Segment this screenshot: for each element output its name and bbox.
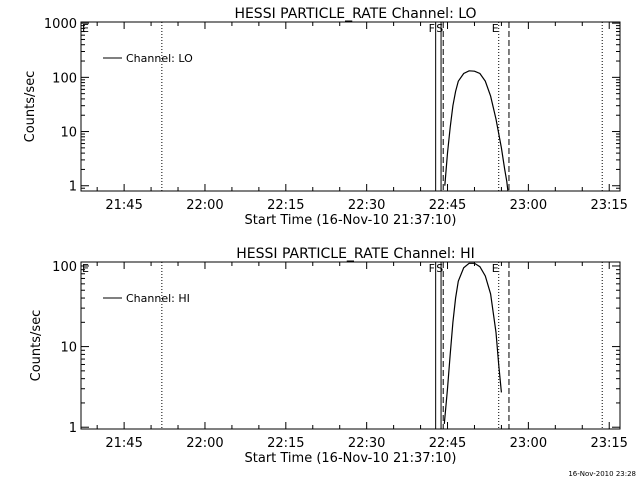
y-tick-label: 1000 bbox=[44, 17, 77, 32]
corner-mark: E bbox=[82, 22, 89, 35]
y-tick-label: 1 bbox=[69, 180, 77, 195]
corner-mark: E bbox=[82, 262, 89, 275]
y-tick-label: 100 bbox=[52, 260, 77, 275]
legend-entry: Channel: LO bbox=[126, 52, 193, 65]
event-line-label: E bbox=[492, 262, 499, 275]
footer-timestamp: 16-Nov-2010 23:28 bbox=[568, 470, 636, 478]
x-tick-label: 22:45 bbox=[429, 198, 466, 213]
chart-panel-2: HESSI PARTICLE_RATE Channel: HI 21:45 22:0… bbox=[29, 246, 628, 466]
x-tick-label: 22:45 bbox=[429, 436, 466, 451]
x-axis-label: Start Time (16-Nov-10 21:37:10) bbox=[245, 213, 457, 228]
y-tick-label: 10 bbox=[60, 126, 77, 141]
x-tick-label: 23:00 bbox=[510, 436, 547, 451]
x-tick-label: 22:15 bbox=[267, 436, 304, 451]
plot-frame bbox=[80, 261, 621, 430]
event-line-label: F bbox=[429, 22, 435, 35]
x-tick-label: 22:00 bbox=[186, 198, 223, 213]
data-series-line bbox=[444, 70, 509, 191]
x-tick-label: 22:00 bbox=[186, 436, 223, 451]
x-tick-label: 23:15 bbox=[590, 198, 627, 213]
x-tick-label: 22:30 bbox=[348, 436, 385, 451]
legend-entry: Channel: HI bbox=[126, 292, 190, 305]
y-axis-label: Counts/sec bbox=[23, 71, 38, 143]
chart-title: HESSI PARTICLE_RATE Channel: HI bbox=[236, 246, 474, 262]
x-tick-label: 21:45 bbox=[105, 436, 142, 451]
event-line-label: S bbox=[436, 22, 443, 35]
x-tick-label: 21:45 bbox=[105, 198, 142, 213]
x-tick-label: 23:15 bbox=[590, 436, 627, 451]
event-line-label: S bbox=[436, 262, 443, 275]
plot-frame bbox=[80, 21, 621, 192]
y-tick-label: 1 bbox=[69, 421, 77, 436]
data-series-line bbox=[443, 262, 502, 424]
x-tick-label: 23:00 bbox=[510, 198, 547, 213]
x-tick-label: 22:15 bbox=[267, 198, 304, 213]
event-line-label: E bbox=[492, 22, 499, 35]
y-tick-label: 10 bbox=[60, 341, 77, 356]
x-tick-label: 22:30 bbox=[348, 198, 385, 213]
event-line-label: F bbox=[429, 262, 435, 275]
chart-panel-1: HESSI PARTICLE_RATE Channel: LO 21:45 22:0… bbox=[23, 6, 628, 228]
x-axis-label: Start Time (16-Nov-10 21:37:10) bbox=[245, 451, 457, 466]
y-tick-label: 100 bbox=[52, 71, 77, 86]
y-axis-label: Counts/sec bbox=[29, 310, 44, 382]
chart-title: HESSI PARTICLE_RATE Channel: LO bbox=[234, 6, 476, 22]
